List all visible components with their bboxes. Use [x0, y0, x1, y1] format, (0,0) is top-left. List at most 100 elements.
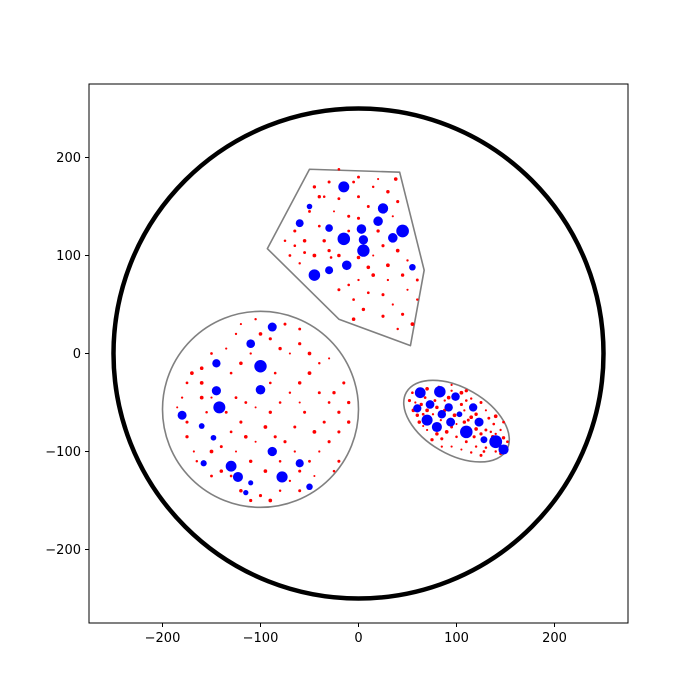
large-point [306, 203, 313, 210]
small-point [322, 195, 326, 198]
small-point [317, 195, 321, 199]
small-point [268, 337, 272, 341]
small-point [322, 239, 326, 243]
large-point [248, 480, 254, 486]
large-point [446, 417, 456, 427]
small-point [293, 244, 297, 248]
large-point [437, 410, 447, 419]
small-point [185, 435, 189, 439]
small-point [406, 288, 409, 291]
small-point [327, 248, 331, 253]
large-point [295, 459, 304, 468]
small-point [356, 216, 361, 220]
large-point [388, 233, 398, 243]
small-point [288, 391, 292, 394]
small-point [283, 239, 287, 243]
small-point [489, 430, 493, 434]
x-tick-label: −200 [145, 631, 181, 646]
small-point [347, 420, 351, 424]
small-point [298, 327, 302, 331]
small-point [327, 401, 331, 404]
small-point [229, 371, 233, 375]
small-point [423, 396, 427, 399]
small-point [430, 438, 434, 442]
large-point [456, 411, 463, 418]
small-point [376, 229, 380, 233]
small-point [327, 180, 331, 184]
small-point [446, 395, 451, 400]
small-point [199, 381, 204, 385]
small-point [234, 396, 238, 400]
region-circle-outline [161, 310, 360, 509]
small-point [463, 409, 466, 412]
large-point [498, 444, 509, 455]
small-point [239, 323, 242, 326]
small-point [273, 371, 277, 375]
small-point [450, 389, 453, 392]
small-point [381, 293, 385, 297]
small-point [273, 435, 277, 439]
small-point [337, 288, 341, 292]
small-point [421, 412, 425, 416]
large-point [267, 446, 277, 457]
small-point [414, 401, 417, 404]
small-point [492, 422, 496, 426]
x-tick-label: −100 [243, 631, 279, 646]
region-polygon-outline [266, 168, 425, 347]
large-point [377, 203, 389, 214]
small-point [410, 322, 415, 326]
small-point [464, 440, 468, 444]
small-point [328, 357, 331, 360]
small-point [185, 420, 189, 424]
large-point [373, 216, 383, 226]
small-point [327, 440, 331, 444]
small-point [395, 248, 400, 253]
large-point [276, 471, 288, 483]
small-point [229, 474, 233, 478]
small-point [332, 469, 336, 473]
large-point [198, 423, 205, 429]
small-point [494, 432, 497, 436]
small-point [278, 460, 282, 463]
large-point [211, 386, 221, 396]
small-point [443, 399, 446, 402]
small-point [258, 494, 263, 498]
large-point [356, 224, 367, 234]
small-point [337, 253, 341, 258]
small-point [293, 450, 296, 453]
large-point [341, 260, 352, 271]
small-point [199, 366, 204, 371]
small-point [180, 396, 184, 399]
small-point [209, 449, 214, 454]
small-point [263, 469, 268, 473]
small-point [239, 361, 243, 366]
small-point [450, 383, 453, 386]
small-point [366, 291, 370, 295]
small-point [185, 381, 189, 385]
small-point [435, 405, 439, 410]
large-point [468, 403, 478, 412]
small-point [263, 425, 268, 429]
small-point [415, 278, 419, 282]
small-point [332, 210, 336, 213]
small-point [415, 413, 420, 417]
small-point [303, 251, 307, 255]
small-point [474, 445, 478, 448]
large-point [396, 224, 409, 238]
small-point [444, 430, 449, 434]
small-point [219, 469, 224, 473]
small-point [278, 401, 282, 404]
small-point [371, 273, 376, 277]
small-point [318, 362, 321, 365]
small-point [494, 450, 497, 453]
small-point [288, 352, 291, 355]
small-point [386, 263, 390, 268]
small-point [176, 406, 179, 409]
small-point [450, 445, 453, 448]
small-point [482, 450, 486, 453]
small-point [474, 427, 478, 431]
small-point [393, 177, 398, 181]
large-point [295, 219, 304, 228]
small-point [288, 479, 292, 483]
small-point [464, 389, 468, 393]
